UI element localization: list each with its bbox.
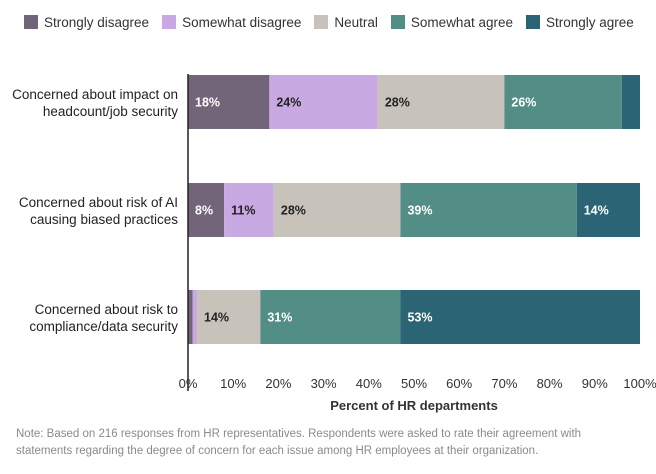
x-axis-title: Percent of HR departments	[330, 398, 498, 413]
data-label: 28%	[281, 204, 306, 218]
legend-label: Somewhat disagree	[182, 14, 302, 30]
bar-segment-somewhat-agree	[400, 183, 577, 237]
legend-item-strongly-disagree: Strongly disagree	[24, 15, 149, 30]
category-label-line: causing biased practices	[30, 212, 178, 227]
data-label: 28%	[385, 96, 410, 110]
data-label: 39%	[407, 204, 432, 218]
category-label: Concerned about impact on headcount/job s…	[12, 87, 178, 119]
legend-swatch	[24, 15, 38, 29]
category-label-line: compliance/data security	[29, 319, 178, 334]
bar-segment-strongly-agree	[621, 75, 640, 129]
x-tick-label: 20%	[265, 376, 291, 391]
bar-segment-strongly-disagree	[188, 75, 270, 129]
bar-segment-neutral	[273, 183, 401, 237]
legend-item-somewhat-agree: Somewhat agree	[390, 14, 513, 30]
x-tick-label: 100%	[623, 376, 656, 391]
bar-segment-strongly-agree	[400, 290, 640, 344]
chart-legend: Strongly disagree Somewhat disagree Neutra…	[24, 12, 647, 32]
legend-label: Somewhat agree	[410, 14, 513, 30]
bar-segment-neutral	[377, 75, 505, 129]
category-label-line: headcount/job security	[43, 104, 178, 119]
bar-segment-somewhat-agree	[504, 75, 622, 129]
data-label: 14%	[584, 204, 609, 218]
note-line-1: Note: Based on 216 responses from HR rep…	[16, 428, 582, 440]
legend-label: Strongly disagree	[44, 14, 150, 30]
bar-segment-somewhat-disagree	[269, 75, 378, 129]
legend-swatch	[162, 15, 177, 29]
legend-swatch	[314, 15, 329, 29]
x-tick-label: 10%	[220, 376, 246, 391]
note-line-2: statements regarding the degree of conce…	[16, 445, 539, 457]
category-label: Concerned about risk of AI causing biased…	[19, 195, 178, 227]
legend-label: Strongly agree	[545, 14, 634, 30]
data-label: 24%	[276, 96, 301, 110]
x-tick-label: 0%	[179, 376, 198, 391]
data-label: 11%	[231, 204, 255, 218]
data-label: 31%	[267, 311, 292, 325]
x-tick-label: 70%	[491, 376, 517, 391]
legend-item-somewhat-disagree: Somewhat disagree	[162, 15, 301, 30]
data-label: 53%	[407, 311, 432, 325]
bar-segment-neutral	[197, 290, 261, 344]
category-label-line: Concerned about risk of AI	[19, 195, 178, 210]
legend-item-neutral: Neutral	[314, 15, 378, 30]
category-label-line: Concerned about impact on	[12, 87, 178, 102]
category-label-line: Concerned about risk to	[35, 302, 178, 317]
legend-swatch	[525, 15, 540, 29]
x-tick-label: 90%	[582, 376, 608, 391]
chart-note: Note: Based on 216 responses from HR rep…	[16, 426, 636, 460]
bar-segment-strongly-disagree	[188, 183, 225, 237]
bar-segment-somewhat-agree	[260, 290, 401, 344]
x-tick-label: 60%	[446, 376, 472, 391]
data-label: 26%	[511, 96, 536, 110]
data-label: 8%	[195, 204, 213, 218]
x-tick-label: 30%	[311, 376, 337, 391]
x-tick-label: 80%	[537, 376, 563, 391]
x-tick-label: 40%	[356, 376, 382, 391]
bar-segment-strongly-disagree	[188, 290, 193, 344]
bar-segment-strongly-agree	[576, 183, 640, 237]
category-label: Concerned about risk to compliance/data s…	[29, 302, 178, 334]
bar-segment-somewhat-disagree	[224, 183, 274, 237]
data-label: 14%	[204, 311, 229, 325]
x-tick-label: 50%	[401, 376, 427, 391]
legend-label: Neutral	[334, 14, 378, 30]
legend-item-strongly-agree: Strongly agree	[525, 14, 634, 30]
bar-segment-somewhat-disagree	[192, 290, 198, 344]
legend-swatch	[390, 15, 405, 29]
data-label: 18%	[195, 96, 220, 110]
